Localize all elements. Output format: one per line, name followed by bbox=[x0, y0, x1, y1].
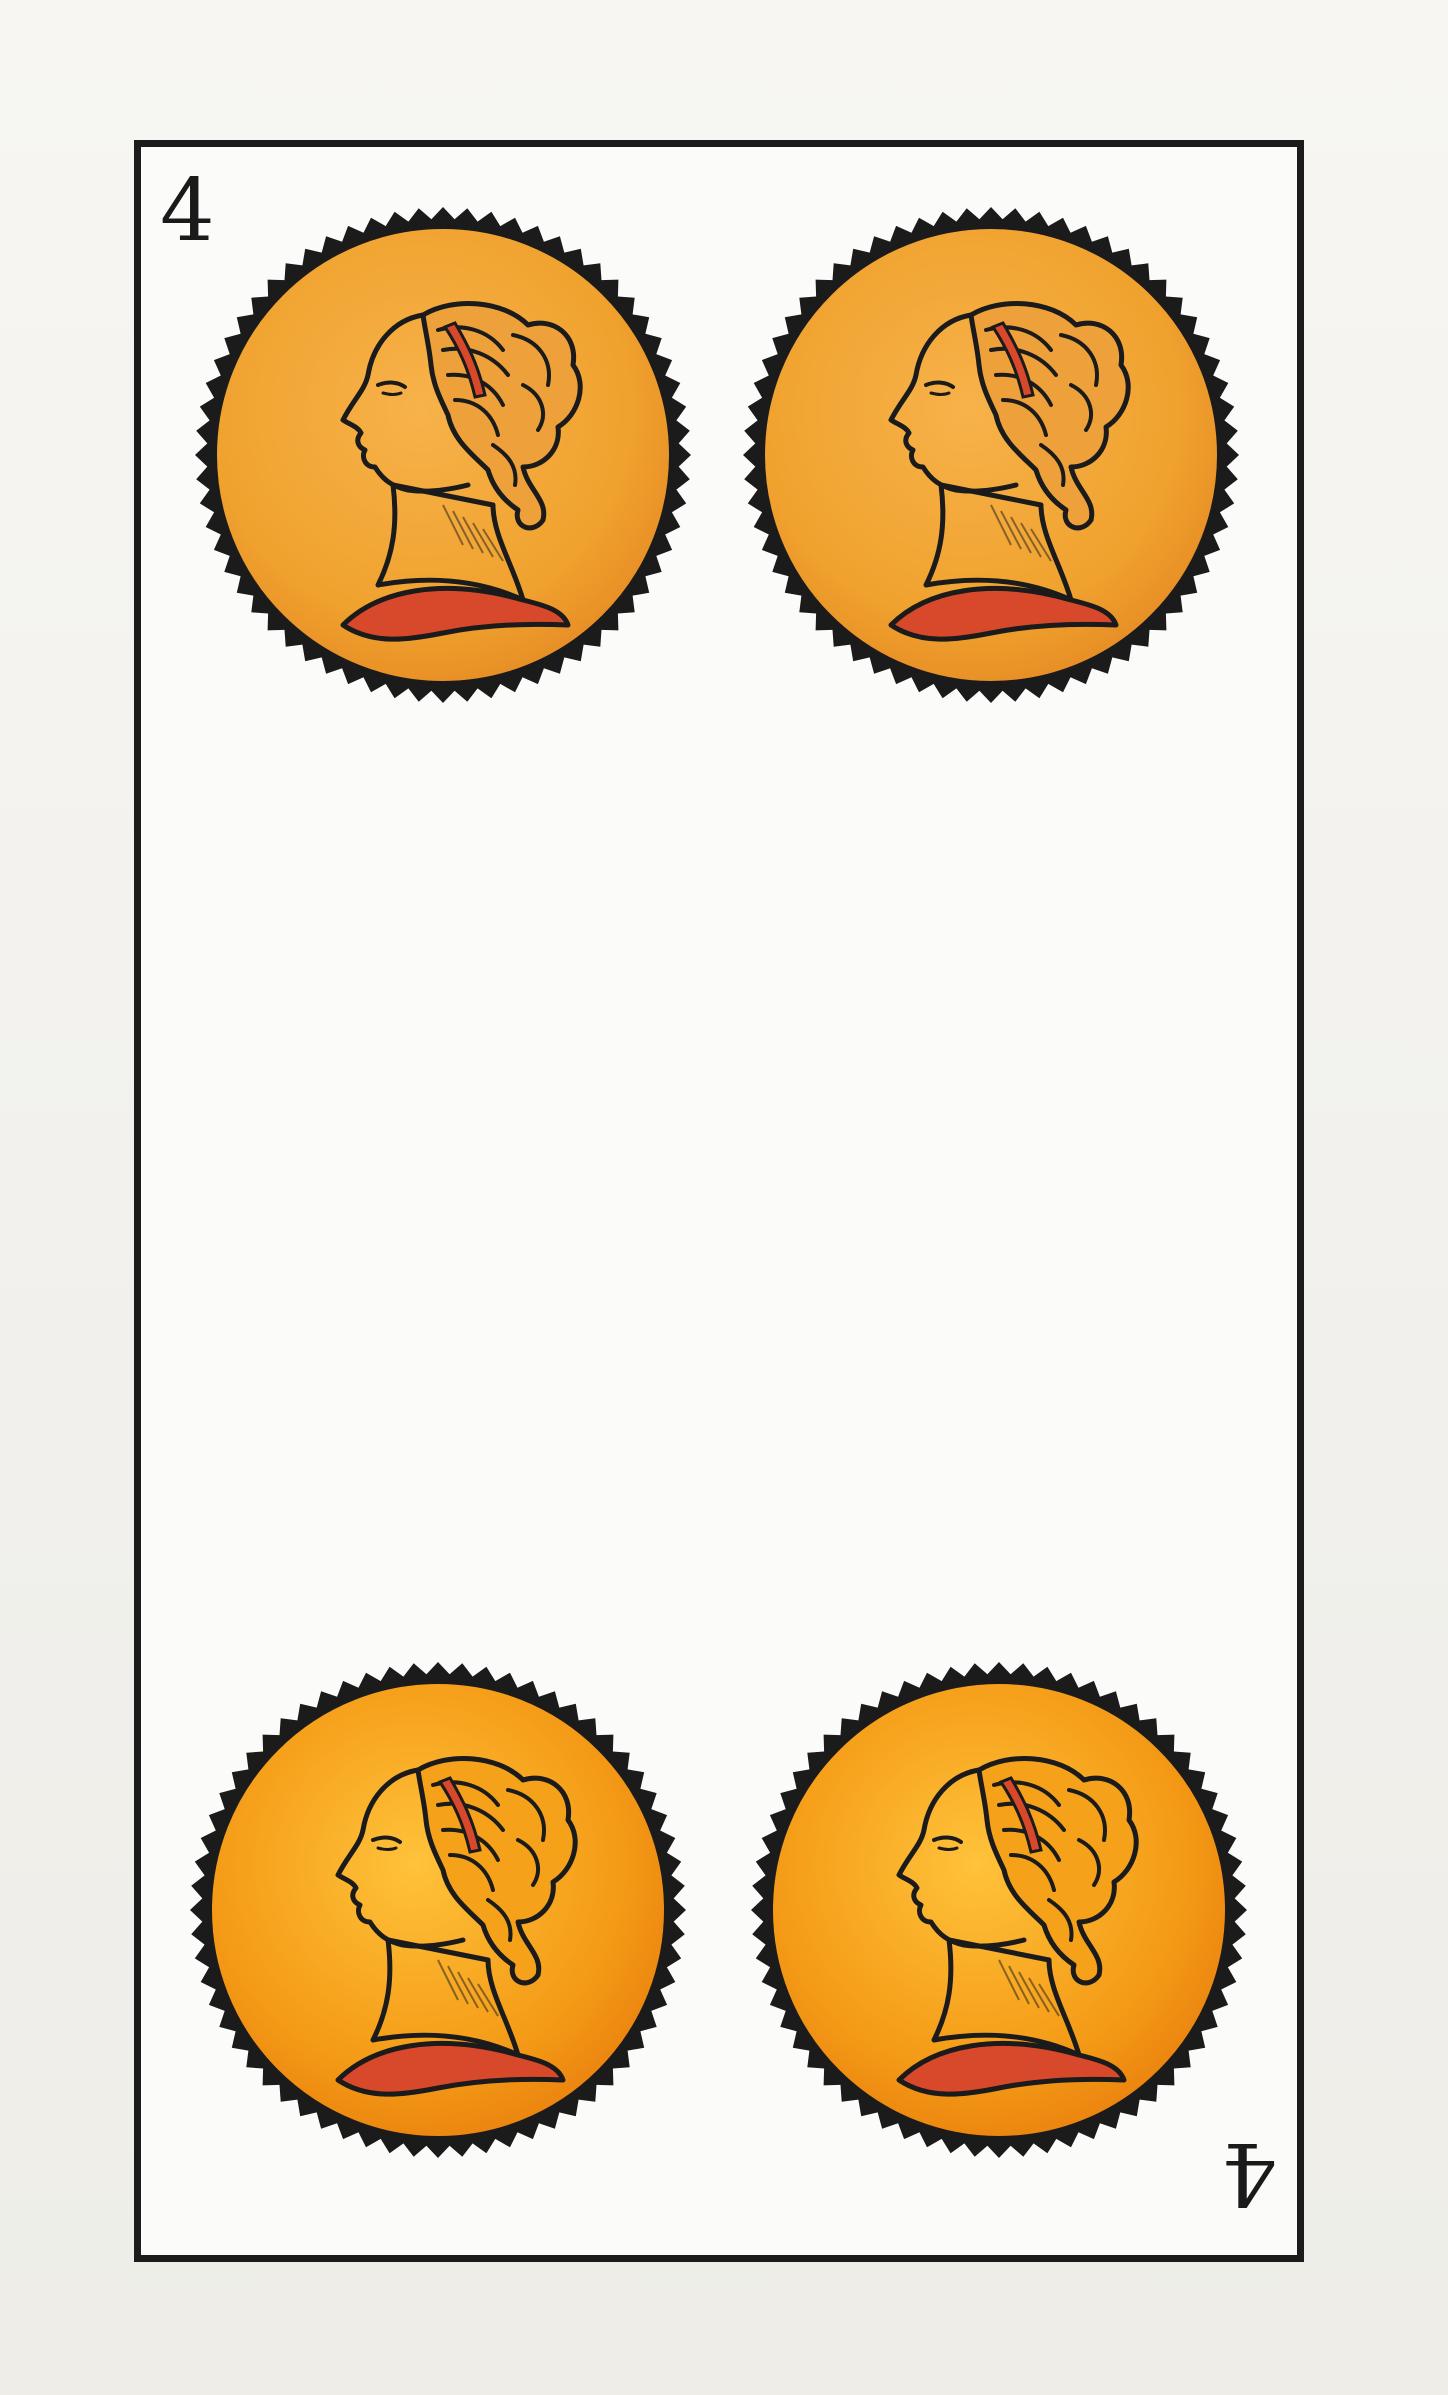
coin-icon bbox=[188, 1660, 688, 2160]
rank-index-top: 4 bbox=[160, 161, 215, 261]
coin-icon bbox=[749, 1660, 1249, 2160]
coin-icon bbox=[193, 205, 693, 705]
coin-icon bbox=[741, 205, 1241, 705]
